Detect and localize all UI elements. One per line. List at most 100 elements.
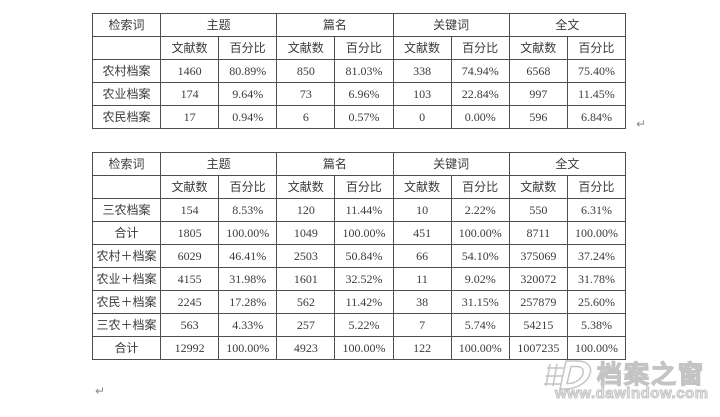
watermark: 档案之窗 www.dawindow.com (543, 353, 719, 405)
row-label-cell: 农村＋档案 (92, 244, 161, 268)
table-row: 检索词 主题 篇名 关键词 全文 (92, 152, 627, 176)
data-cell: 50.84% (334, 244, 394, 268)
data-cell: 0.94% (218, 105, 278, 129)
data-cell: 0.57% (334, 105, 394, 129)
data-cell: 375069 (508, 244, 568, 268)
data-cell: 4.33% (218, 313, 278, 337)
data-cell: 6 (276, 105, 336, 129)
table-row: 检索词 主题 篇名 关键词 全文 (92, 13, 627, 37)
data-cell: 11.44% (334, 198, 394, 222)
data-cell: 122 (392, 336, 452, 360)
data-cell: 100.00% (450, 221, 510, 245)
header-count-cell: 文献数 (508, 175, 568, 199)
header-count-cell: 文献数 (276, 175, 336, 199)
data-cell: 257 (276, 313, 336, 337)
data-cell: 4923 (276, 336, 336, 360)
paragraph-mark-icon: ↵ (95, 384, 106, 398)
header-count-cell: 文献数 (276, 36, 336, 60)
data-cell: 31.15% (450, 290, 510, 314)
header-percent-cell: 百分比 (450, 36, 510, 60)
table-row: 三农档案 154 8.53% 120 11.44% 10 2.22% 550 6.31% (92, 198, 627, 222)
header-group-cell: 全文 (508, 13, 627, 37)
data-cell: 100.00% (450, 336, 510, 360)
data-cell: 120 (276, 198, 336, 222)
data-cell: 100.00% (218, 336, 278, 360)
data-cell: 10 (392, 198, 452, 222)
header-percent-cell: 百分比 (566, 175, 627, 199)
row-label-cell: 农村档案 (92, 59, 161, 83)
data-cell: 100.00% (566, 221, 627, 245)
header-empty-cell (92, 36, 161, 60)
data-cell: 100.00% (334, 221, 394, 245)
table-row: 合计 1805 100.00% 1049 100.00% 451 100.00% 8711 10… (92, 221, 627, 245)
data-cell: 6.96% (334, 82, 394, 106)
dawindow-logo-icon (544, 360, 592, 390)
data-cell: 100.00% (566, 336, 627, 360)
data-cell: 25.60% (566, 290, 627, 314)
data-cell: 6568 (508, 59, 568, 83)
data-cell: 320072 (508, 267, 568, 291)
data-cell: 7 (392, 313, 452, 337)
header-group-cell: 关键词 (392, 13, 510, 37)
data-cell: 563 (159, 313, 220, 337)
data-cell: 5.22% (334, 313, 394, 337)
data-cell: 2.22% (450, 198, 510, 222)
data-cell: 550 (508, 198, 568, 222)
search-stats-table-1: 检索词 主题 篇名 关键词 全文 文献数 百分比 文献数 百分比 文献数 百分比 文献数 百分比 农村档案… (92, 13, 627, 129)
header-empty-cell (92, 175, 161, 199)
data-cell: 997 (508, 82, 568, 106)
data-cell: 81.03% (334, 59, 394, 83)
data-cell: 6.84% (566, 105, 627, 129)
header-group-cell: 主题 (159, 152, 278, 176)
row-label-cell: 合计 (92, 221, 161, 245)
data-cell: 46.41% (218, 244, 278, 268)
table-row: 三农＋档案 563 4.33% 257 5.22% 7 5.74% 54215 5.38% (92, 313, 627, 337)
watermark-url: www.dawindow.com (555, 385, 709, 403)
table-row: 农民＋档案 2245 17.28% 562 11.42% 38 31.15% 257879 25… (92, 290, 627, 314)
row-label-cell: 农业档案 (92, 82, 161, 106)
data-cell: 0.00% (450, 105, 510, 129)
data-cell: 38 (392, 290, 452, 314)
data-cell: 32.52% (334, 267, 394, 291)
data-cell: 11.42% (334, 290, 394, 314)
data-cell: 154 (159, 198, 220, 222)
header-percent-cell: 百分比 (218, 175, 278, 199)
header-percent-cell: 百分比 (334, 175, 394, 199)
header-count-cell: 文献数 (508, 36, 568, 60)
data-cell: 100.00% (218, 221, 278, 245)
header-group-cell: 篇名 (276, 13, 394, 37)
data-cell: 17.28% (218, 290, 278, 314)
search-stats-table-2: 检索词 主题 篇名 关键词 全文 文献数 百分比 文献数 百分比 文献数 百分比 文献数 百分比 三农档案… (92, 152, 627, 360)
table-row: 农民档案 17 0.94% 6 0.57% 0 0.00% 596 6.84% (92, 105, 627, 129)
header-count-cell: 文献数 (159, 175, 220, 199)
header-percent-cell: 百分比 (334, 36, 394, 60)
row-label-cell: 三农档案 (92, 198, 161, 222)
data-cell: 174 (159, 82, 220, 106)
header-count-cell: 文献数 (392, 175, 452, 199)
data-cell: 54215 (508, 313, 568, 337)
watermark-title: 档案之窗 (596, 360, 706, 389)
data-cell: 1007235 (508, 336, 568, 360)
data-cell: 6029 (159, 244, 220, 268)
data-cell: 74.94% (450, 59, 510, 83)
data-cell: 1049 (276, 221, 336, 245)
data-cell: 8.53% (218, 198, 278, 222)
header-percent-cell: 百分比 (218, 36, 278, 60)
data-cell: 338 (392, 59, 452, 83)
data-cell: 80.89% (218, 59, 278, 83)
table-row: 农业档案 174 9.64% 73 6.96% 103 22.84% 997 11.45% (92, 82, 627, 106)
data-cell: 5.38% (566, 313, 627, 337)
data-cell: 103 (392, 82, 452, 106)
header-percent-cell: 百分比 (450, 175, 510, 199)
data-cell: 562 (276, 290, 336, 314)
header-count-cell: 文献数 (159, 36, 220, 60)
row-label-cell: 三农＋档案 (92, 313, 161, 337)
data-cell: 6.31% (566, 198, 627, 222)
table-row: 合计 12992 100.00% 4923 100.00% 122 100.00% 10072… (92, 336, 627, 360)
paragraph-mark-icon: ↵ (636, 117, 647, 131)
data-cell: 8711 (508, 221, 568, 245)
table-row: 农业＋档案 4155 31.98% 1601 32.52% 11 9.02% 320072 31… (92, 267, 627, 291)
data-cell: 31.78% (566, 267, 627, 291)
data-cell: 1601 (276, 267, 336, 291)
data-cell: 9.64% (218, 82, 278, 106)
